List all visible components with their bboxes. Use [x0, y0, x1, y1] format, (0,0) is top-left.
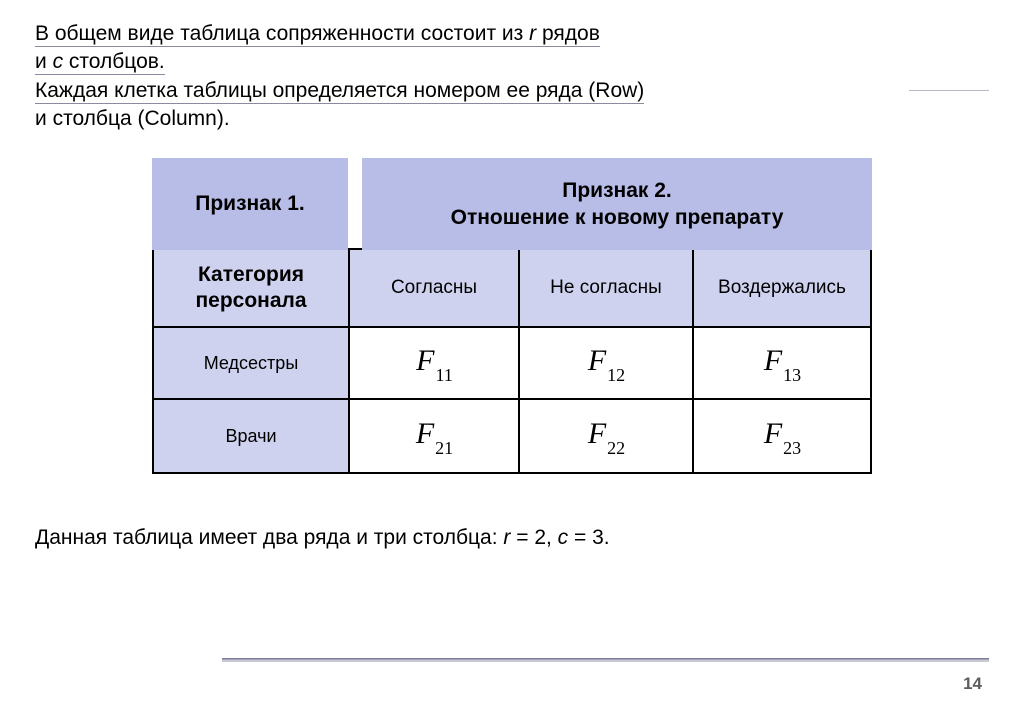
- table-subheader-row: Категория персонала Согласны Не согласны…: [154, 250, 870, 328]
- table-row: Врачи F21 F22 F23: [154, 400, 870, 472]
- intro-line-3: Каждая клетка таблицы определяется номер…: [35, 79, 644, 104]
- text: Категория: [198, 263, 304, 286]
- cell-f23: F23: [694, 400, 870, 472]
- subscript: 11: [435, 365, 452, 385]
- text: персонала: [195, 289, 306, 312]
- intro-line-4: и столбца (Column).: [35, 107, 230, 130]
- text: и: [35, 50, 53, 73]
- subscript: 22: [607, 438, 625, 458]
- intro-text: В общем виде таблица сопряженности состо…: [35, 20, 989, 133]
- table-row: Медсестры F11 F12 F13: [154, 328, 870, 400]
- symbol: F: [416, 344, 434, 377]
- caption-text: Данная таблица имеет два ряда и три стол…: [35, 526, 989, 550]
- cell-f22: F22: [520, 400, 694, 472]
- col-header-abstain: Воздержались: [694, 250, 870, 328]
- banner-attribute-1: Признак 1.: [152, 158, 348, 250]
- text: Признак 2.: [562, 179, 672, 202]
- divider: [909, 90, 989, 91]
- cell-f11: F11: [350, 328, 520, 400]
- col-header-disagree: Не согласны: [520, 250, 694, 328]
- footer-divider: [222, 658, 989, 662]
- text: Отношение к новому препарату: [451, 206, 784, 229]
- text: Данная таблица имеет два ряда и три стол…: [35, 526, 503, 549]
- symbol: F: [588, 344, 606, 377]
- corner-header: Категория персонала: [154, 250, 350, 328]
- page-number: 14: [963, 674, 982, 694]
- text: рядов: [536, 22, 600, 45]
- symbol: F: [764, 417, 782, 450]
- symbol: F: [764, 344, 782, 377]
- symbol: F: [588, 417, 606, 450]
- text: В общем виде таблица сопряженности состо…: [35, 22, 529, 45]
- contingency-table: Признак 1. Признак 2. Отношение к новому…: [152, 158, 872, 474]
- var-c: с: [53, 50, 64, 73]
- cell-f21: F21: [350, 400, 520, 472]
- table-grid: Категория персонала Согласны Не согласны…: [152, 248, 872, 474]
- subscript: 12: [607, 365, 625, 385]
- subscript: 21: [435, 438, 453, 458]
- var-c: с: [558, 526, 569, 549]
- cell-f13: F13: [694, 328, 870, 400]
- text: = 3.: [568, 526, 609, 549]
- banner-attribute-2: Признак 2. Отношение к новому препарату: [362, 158, 872, 250]
- intro-line-2: и с столбцов.: [35, 50, 165, 75]
- text: столбцов.: [63, 50, 165, 73]
- row-label-doctors: Врачи: [154, 400, 350, 472]
- cell-f12: F12: [520, 328, 694, 400]
- intro-line-1: В общем виде таблица сопряженности состо…: [35, 22, 600, 47]
- col-header-agree: Согласны: [350, 250, 520, 328]
- symbol: F: [416, 417, 434, 450]
- subscript: 23: [783, 438, 801, 458]
- table-banner-row: Признак 1. Признак 2. Отношение к новому…: [152, 158, 872, 250]
- subscript: 13: [783, 365, 801, 385]
- text: = 2,: [510, 526, 557, 549]
- row-label-nurses: Медсестры: [154, 328, 350, 400]
